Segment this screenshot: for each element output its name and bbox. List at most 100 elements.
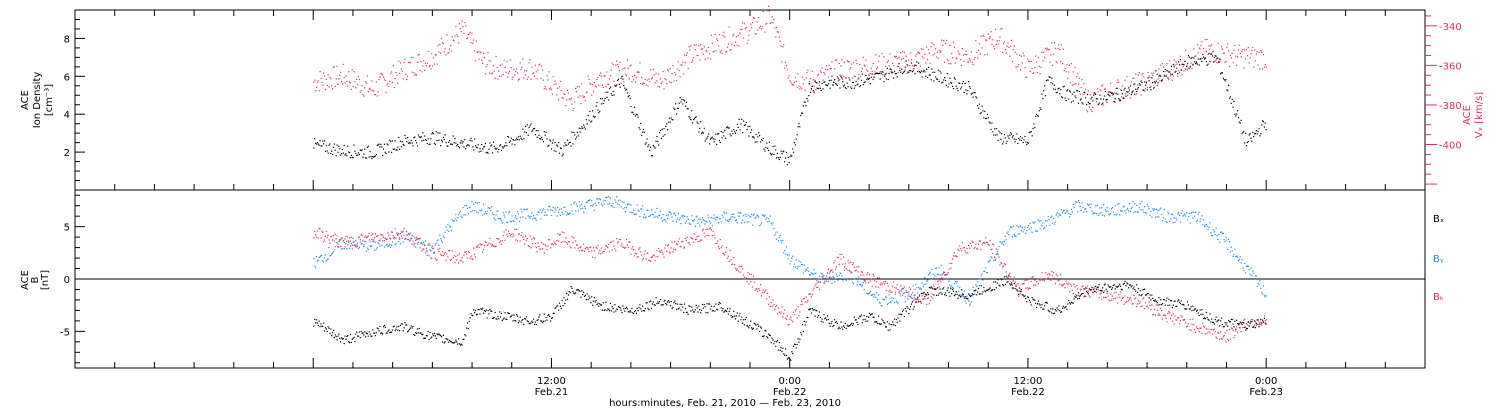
by-point [1039,228,1041,230]
bz-point [1040,278,1042,280]
by-point [1201,215,1203,217]
bz-point [989,239,991,242]
vx-point [1068,71,1070,73]
bz-point [1076,285,1078,287]
by-point [614,199,616,201]
bx-point [532,321,534,324]
vx-point [1017,65,1019,68]
bx-point [422,333,424,335]
by-point [651,213,654,215]
vx-point [1086,111,1089,113]
vx-point [701,48,704,50]
vx-point [593,82,595,84]
density-point [778,158,780,161]
density-point [336,144,338,146]
vx-point [1014,51,1016,54]
bz-point [623,246,625,248]
bx-point [721,309,723,312]
vx-point [872,62,874,65]
bx-point [789,358,791,361]
bz-point [1151,304,1153,306]
vx-point [729,49,731,51]
bx-point [651,303,654,305]
by-point [747,214,749,216]
bx-point [614,303,616,306]
vx-point [501,63,503,65]
by-point [926,279,929,281]
bx-point [426,335,428,337]
density-point [642,131,644,133]
density-point [457,143,459,146]
bz-point [964,250,966,252]
vx-point [903,51,905,53]
bz-point [1135,297,1137,299]
vx-point [598,84,600,86]
by-point [889,301,891,304]
vx-point [1136,84,1139,86]
bx-point [432,335,435,337]
density-point [881,71,883,73]
vx-point [451,36,453,38]
bz-point [682,241,684,243]
vx-point [1197,52,1199,54]
by-point [1081,202,1083,204]
density-point [399,148,401,150]
density-point [899,69,901,72]
by-point [433,251,436,253]
by-point [829,276,831,278]
by-point [960,295,963,297]
bx-point [602,302,604,304]
density-point [1102,98,1105,100]
vx-point [407,61,410,64]
bx-point [711,310,713,312]
vx-point [359,91,361,93]
by-point [814,273,816,275]
by-point [763,215,765,217]
by-point [913,296,915,298]
density-point [1060,89,1062,91]
bz-point [807,299,809,302]
bz-point [505,229,507,231]
density-point [1260,133,1262,135]
bz-point [943,272,945,274]
density-point [1062,86,1064,88]
bz-point [933,285,935,287]
density-point [468,145,470,147]
by-point [834,281,836,283]
by-point [1099,207,1101,209]
density-point [510,137,512,139]
bz-point [634,252,637,254]
by-point [1068,212,1070,214]
by-point [861,284,863,286]
by-point [483,213,486,215]
by-point [918,288,921,290]
bz-point [479,243,481,245]
bz-point [456,259,458,261]
density-point [347,145,349,147]
vx-point [719,51,721,53]
density-point [446,145,448,147]
by-point [1013,234,1015,236]
density-point [493,145,495,147]
bz-point [732,263,734,265]
by-point [1078,202,1081,204]
bx-point [658,301,661,303]
bz-point [750,273,753,276]
density-point [398,136,400,139]
bx-point [519,316,521,318]
density-point [839,87,841,89]
bz-point [1234,334,1236,337]
by-point [493,217,495,219]
vx-point [1264,64,1266,66]
by-point [621,201,623,203]
bz-point [660,249,662,252]
vx-point [1030,60,1032,62]
bz-point [617,241,620,243]
vx-point [691,61,693,63]
bz-point [313,237,315,239]
vx-point [993,45,995,47]
bz-point [364,236,366,238]
by-point [642,205,644,207]
vx-point [819,70,821,72]
density-point [1046,79,1048,81]
